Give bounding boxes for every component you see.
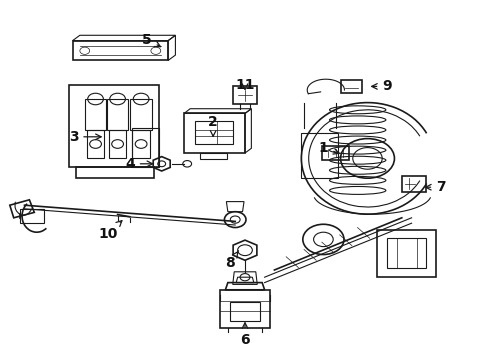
Text: 5: 5	[142, 33, 160, 47]
Text: 11: 11	[235, 78, 255, 91]
Text: 10: 10	[98, 221, 122, 241]
Text: 2: 2	[208, 116, 218, 136]
Text: 9: 9	[372, 80, 392, 93]
Text: 8: 8	[225, 251, 239, 270]
Text: 6: 6	[240, 323, 250, 347]
Text: 7: 7	[426, 180, 446, 194]
Text: 4: 4	[125, 157, 152, 171]
Text: 1: 1	[318, 141, 339, 154]
Text: 3: 3	[69, 130, 101, 144]
